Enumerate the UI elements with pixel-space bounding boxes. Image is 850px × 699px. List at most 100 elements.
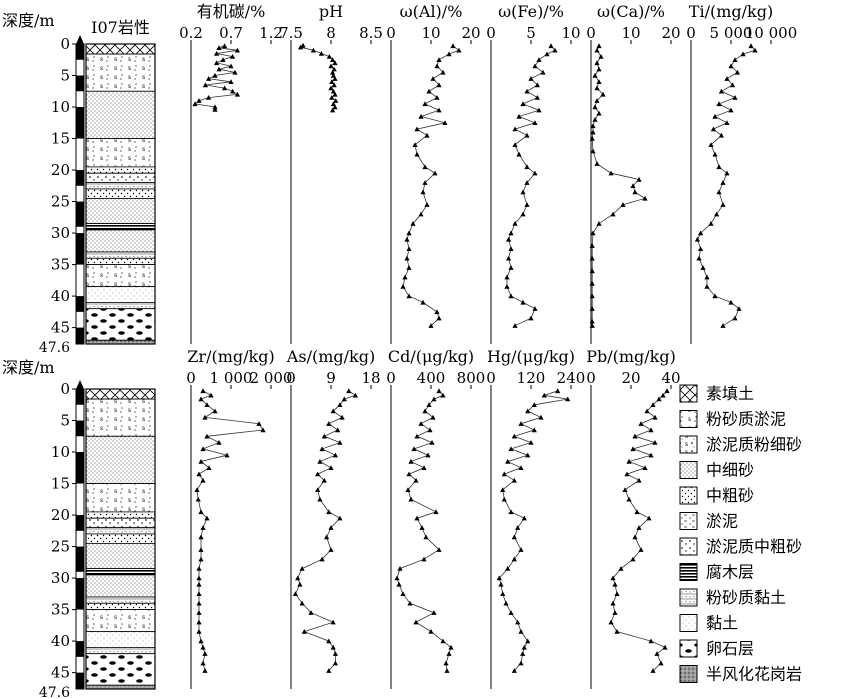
data-point-marker bbox=[596, 79, 602, 84]
depth-tick-label: 25 bbox=[51, 193, 70, 211]
data-point-marker bbox=[331, 82, 337, 88]
data-point-marker bbox=[328, 547, 334, 552]
data-point-marker bbox=[192, 101, 198, 107]
data-point-marker bbox=[301, 629, 307, 634]
data-point-marker bbox=[520, 651, 526, 656]
data-point-marker bbox=[520, 299, 526, 305]
data-point-marker bbox=[596, 66, 602, 72]
data-point-marker bbox=[555, 388, 561, 394]
profile-panel-2: pH 7.5 8 8.5 bbox=[279, 2, 383, 344]
x-tick-label: 40 bbox=[661, 369, 680, 387]
data-point-marker bbox=[234, 91, 240, 97]
legend-item: 半风化花岗岩 bbox=[679, 665, 802, 684]
lithology-layer-siltyclay bbox=[85, 182, 156, 190]
data-point-marker bbox=[608, 170, 614, 176]
data-point-marker bbox=[518, 660, 524, 666]
data-point-marker bbox=[511, 477, 517, 483]
data-point-marker bbox=[308, 610, 314, 615]
x-tick-label: 1 000 bbox=[210, 369, 253, 387]
legend-swatch-pebble bbox=[679, 639, 698, 658]
depth-bottom-label: 47.6 bbox=[39, 685, 70, 699]
depth-scale-bar-segment bbox=[76, 672, 84, 689]
data-point-marker bbox=[428, 629, 434, 634]
data-point-marker bbox=[700, 265, 706, 270]
data-point-marker bbox=[431, 396, 437, 402]
data-point-marker bbox=[662, 644, 668, 650]
depth-tick-label: 45 bbox=[51, 664, 70, 682]
data-point-marker bbox=[419, 525, 425, 530]
x-tick-label: 8.5 bbox=[359, 24, 383, 42]
data-point-marker bbox=[720, 323, 726, 328]
data-point-marker bbox=[596, 110, 602, 116]
data-point-marker bbox=[565, 396, 571, 402]
profile-panel-9: Cd/(μg/kg) 0 400 800 bbox=[386, 347, 485, 689]
data-point-marker bbox=[442, 120, 448, 125]
data-point-marker bbox=[436, 547, 442, 552]
depth-tick-label: 0 bbox=[60, 380, 70, 398]
data-point-marker bbox=[448, 644, 454, 650]
data-point-marker bbox=[198, 458, 204, 464]
panel-title: Zr/(mg/kg) bbox=[187, 347, 274, 366]
depth-bottom-label: 47.6 bbox=[39, 340, 70, 356]
legend-label: 淤泥质中粗砂 bbox=[706, 537, 802, 556]
data-point-marker bbox=[200, 660, 206, 666]
data-point-marker bbox=[716, 101, 722, 107]
data-point-marker bbox=[208, 392, 214, 398]
data-point-marker bbox=[212, 72, 218, 78]
data-point-marker bbox=[714, 211, 720, 217]
lithology-layer-siltysilt bbox=[85, 138, 156, 168]
data-point-marker bbox=[212, 106, 218, 112]
data-point-marker bbox=[528, 76, 534, 81]
depth-tick-label: 15 bbox=[51, 130, 70, 148]
depth-tick-label: 5 bbox=[60, 412, 70, 430]
depth-arrow-icon bbox=[76, 35, 84, 44]
lithology-layer-clay bbox=[85, 631, 156, 648]
lithology-layer-wood bbox=[85, 223, 156, 231]
data-point-marker bbox=[418, 113, 424, 119]
data-point-marker bbox=[594, 85, 600, 91]
x-tick-label: 0 bbox=[286, 369, 296, 387]
data-point-marker bbox=[622, 487, 628, 492]
data-point-marker bbox=[330, 619, 336, 625]
data-point-marker bbox=[718, 88, 724, 94]
data-point-marker bbox=[326, 638, 332, 644]
data-point-marker bbox=[532, 170, 538, 176]
x-tick-label: 5 000 bbox=[710, 24, 753, 42]
x-tick-label: 10 bbox=[621, 24, 640, 42]
data-point-marker bbox=[630, 183, 636, 188]
data-point-marker bbox=[420, 189, 426, 195]
x-tick-label: 8 bbox=[326, 24, 336, 42]
data-point-marker bbox=[256, 421, 262, 426]
panel-title: ω(Fe)/% bbox=[498, 2, 564, 21]
depth-scale-bar-segment bbox=[76, 201, 84, 227]
data-point-marker bbox=[425, 452, 431, 458]
data-point-marker bbox=[413, 619, 419, 625]
data-point-marker bbox=[694, 236, 700, 242]
data-point-marker bbox=[612, 610, 618, 615]
depth-scale-bar-segment bbox=[76, 170, 84, 186]
data-point-marker bbox=[424, 132, 430, 138]
legend-swatch-medcoarse bbox=[679, 486, 698, 505]
data-point-marker bbox=[511, 433, 517, 439]
panel-title: Hg/(μg/kg) bbox=[487, 347, 575, 366]
profile-panel-10: Hg/(μg/kg) 0 120 240 bbox=[486, 347, 585, 689]
lithology-column-frame bbox=[85, 388, 156, 690]
legend-item: 粉砂质黏土 bbox=[679, 588, 786, 607]
data-point-marker bbox=[505, 458, 511, 464]
data-point-marker bbox=[518, 465, 524, 470]
x-tick-label: 0 bbox=[486, 24, 496, 42]
legend-item: 淤泥质中粗砂 bbox=[679, 537, 802, 556]
data-point-marker bbox=[664, 388, 670, 394]
legend-item: 淤泥质粉细砂 bbox=[679, 435, 802, 454]
data-point-marker bbox=[434, 95, 440, 100]
data-point-marker bbox=[500, 591, 506, 596]
data-point-marker bbox=[512, 126, 518, 132]
data-point-marker bbox=[202, 668, 208, 673]
profile-line bbox=[591, 45, 646, 326]
data-point-marker bbox=[638, 421, 644, 426]
data-point-marker bbox=[196, 471, 202, 477]
lithology-layer-pebble bbox=[85, 308, 156, 341]
data-point-marker bbox=[330, 57, 336, 62]
legend-item: 素填土 bbox=[679, 384, 754, 403]
